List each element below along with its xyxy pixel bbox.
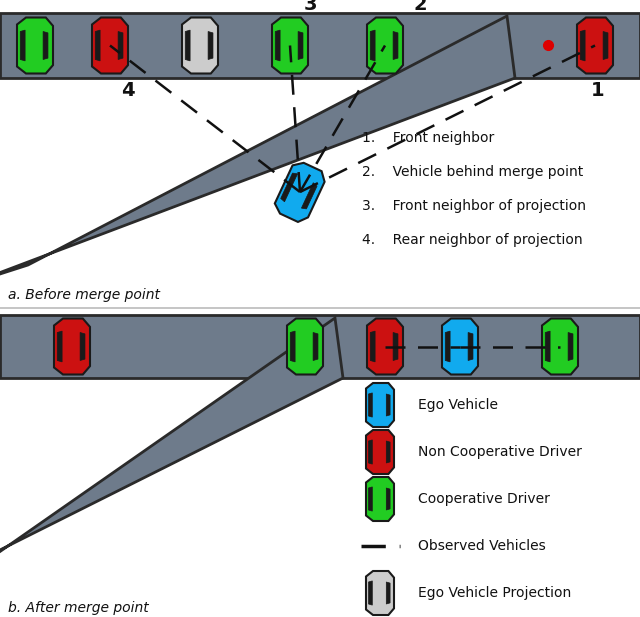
Polygon shape bbox=[185, 30, 190, 61]
Polygon shape bbox=[291, 331, 295, 362]
Polygon shape bbox=[468, 333, 473, 360]
Polygon shape bbox=[275, 30, 280, 61]
Text: 3.    Front neighbor of projection: 3. Front neighbor of projection bbox=[362, 199, 586, 213]
Polygon shape bbox=[387, 582, 390, 604]
Polygon shape bbox=[272, 17, 308, 73]
Polygon shape bbox=[387, 488, 390, 510]
Text: 1: 1 bbox=[591, 80, 605, 99]
Text: a. Before merge point: a. Before merge point bbox=[8, 288, 160, 302]
Polygon shape bbox=[393, 333, 398, 360]
Polygon shape bbox=[387, 394, 390, 416]
Polygon shape bbox=[387, 441, 390, 463]
Text: Non Cooperative Driver: Non Cooperative Driver bbox=[418, 445, 582, 459]
Text: Ego Vehicle: Ego Vehicle bbox=[418, 398, 498, 412]
Polygon shape bbox=[20, 30, 25, 61]
Polygon shape bbox=[369, 581, 372, 605]
Polygon shape bbox=[545, 331, 550, 362]
Polygon shape bbox=[80, 333, 85, 360]
Polygon shape bbox=[603, 31, 608, 59]
Text: 4.    Rear neighbor of projection: 4. Rear neighbor of projection bbox=[362, 233, 582, 247]
Polygon shape bbox=[54, 318, 90, 375]
Text: Cooperative Driver: Cooperative Driver bbox=[418, 492, 550, 506]
Text: 3: 3 bbox=[303, 0, 317, 15]
Text: 2.    Vehicle behind merge point: 2. Vehicle behind merge point bbox=[362, 165, 583, 179]
Polygon shape bbox=[367, 318, 403, 375]
Text: b. After merge point: b. After merge point bbox=[8, 601, 148, 615]
Polygon shape bbox=[366, 571, 394, 615]
Polygon shape bbox=[542, 318, 578, 375]
Polygon shape bbox=[369, 440, 372, 464]
Text: 4: 4 bbox=[121, 80, 135, 99]
Polygon shape bbox=[17, 17, 53, 73]
Polygon shape bbox=[366, 477, 394, 521]
Polygon shape bbox=[275, 163, 324, 222]
Polygon shape bbox=[577, 17, 613, 73]
Polygon shape bbox=[0, 318, 343, 570]
Polygon shape bbox=[298, 31, 303, 59]
Polygon shape bbox=[580, 30, 585, 61]
Polygon shape bbox=[445, 331, 450, 362]
Bar bbox=[0, 13, 640, 78]
Polygon shape bbox=[366, 383, 394, 427]
Bar bbox=[0, 315, 640, 378]
Text: Observed Vehicles: Observed Vehicles bbox=[418, 539, 546, 553]
Text: Ego Vehicle Projection: Ego Vehicle Projection bbox=[418, 586, 572, 600]
Polygon shape bbox=[301, 183, 317, 209]
Polygon shape bbox=[369, 393, 372, 417]
Polygon shape bbox=[287, 318, 323, 375]
Polygon shape bbox=[442, 318, 478, 375]
Polygon shape bbox=[43, 31, 48, 59]
Polygon shape bbox=[568, 333, 573, 360]
Polygon shape bbox=[57, 331, 62, 362]
Text: 2: 2 bbox=[413, 0, 427, 15]
Polygon shape bbox=[182, 17, 218, 73]
Text: 1.    Front neighbor: 1. Front neighbor bbox=[362, 131, 494, 145]
Polygon shape bbox=[367, 17, 403, 73]
Polygon shape bbox=[118, 31, 123, 59]
Polygon shape bbox=[92, 17, 128, 73]
Polygon shape bbox=[393, 31, 398, 59]
Polygon shape bbox=[281, 173, 298, 202]
Polygon shape bbox=[369, 487, 372, 511]
Polygon shape bbox=[95, 30, 100, 61]
Polygon shape bbox=[370, 331, 375, 362]
Polygon shape bbox=[0, 16, 515, 282]
Polygon shape bbox=[313, 333, 318, 360]
Polygon shape bbox=[370, 30, 375, 61]
Polygon shape bbox=[208, 31, 213, 59]
Polygon shape bbox=[366, 430, 394, 474]
